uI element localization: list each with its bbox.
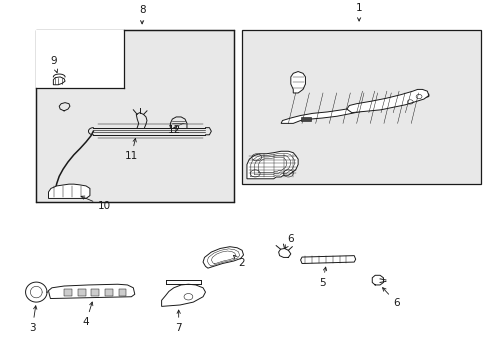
Polygon shape xyxy=(48,284,135,298)
Bar xyxy=(300,117,311,121)
Bar xyxy=(242,31,480,184)
Text: 4: 4 xyxy=(82,302,93,327)
Polygon shape xyxy=(290,72,305,93)
Bar xyxy=(78,288,85,296)
Bar xyxy=(36,31,233,202)
Polygon shape xyxy=(161,284,205,306)
Polygon shape xyxy=(346,89,428,113)
Bar xyxy=(105,288,113,296)
Polygon shape xyxy=(281,93,428,123)
Bar xyxy=(36,31,124,87)
Bar xyxy=(91,288,99,296)
Bar xyxy=(64,288,72,296)
Text: 2: 2 xyxy=(233,255,245,269)
Polygon shape xyxy=(246,151,298,179)
Text: 12: 12 xyxy=(167,125,181,135)
Text: 10: 10 xyxy=(81,196,111,211)
Polygon shape xyxy=(203,247,243,268)
Text: 7: 7 xyxy=(175,310,182,333)
Polygon shape xyxy=(53,77,65,85)
Polygon shape xyxy=(300,256,355,264)
Text: 1: 1 xyxy=(355,3,362,21)
Text: 6: 6 xyxy=(285,234,294,248)
Text: 3: 3 xyxy=(29,306,37,333)
Bar xyxy=(119,288,126,296)
Text: 9: 9 xyxy=(50,56,58,73)
Text: 6: 6 xyxy=(382,288,399,308)
Text: 8: 8 xyxy=(139,5,145,24)
Polygon shape xyxy=(48,184,90,198)
Text: 5: 5 xyxy=(319,267,326,288)
Text: 11: 11 xyxy=(124,139,138,161)
